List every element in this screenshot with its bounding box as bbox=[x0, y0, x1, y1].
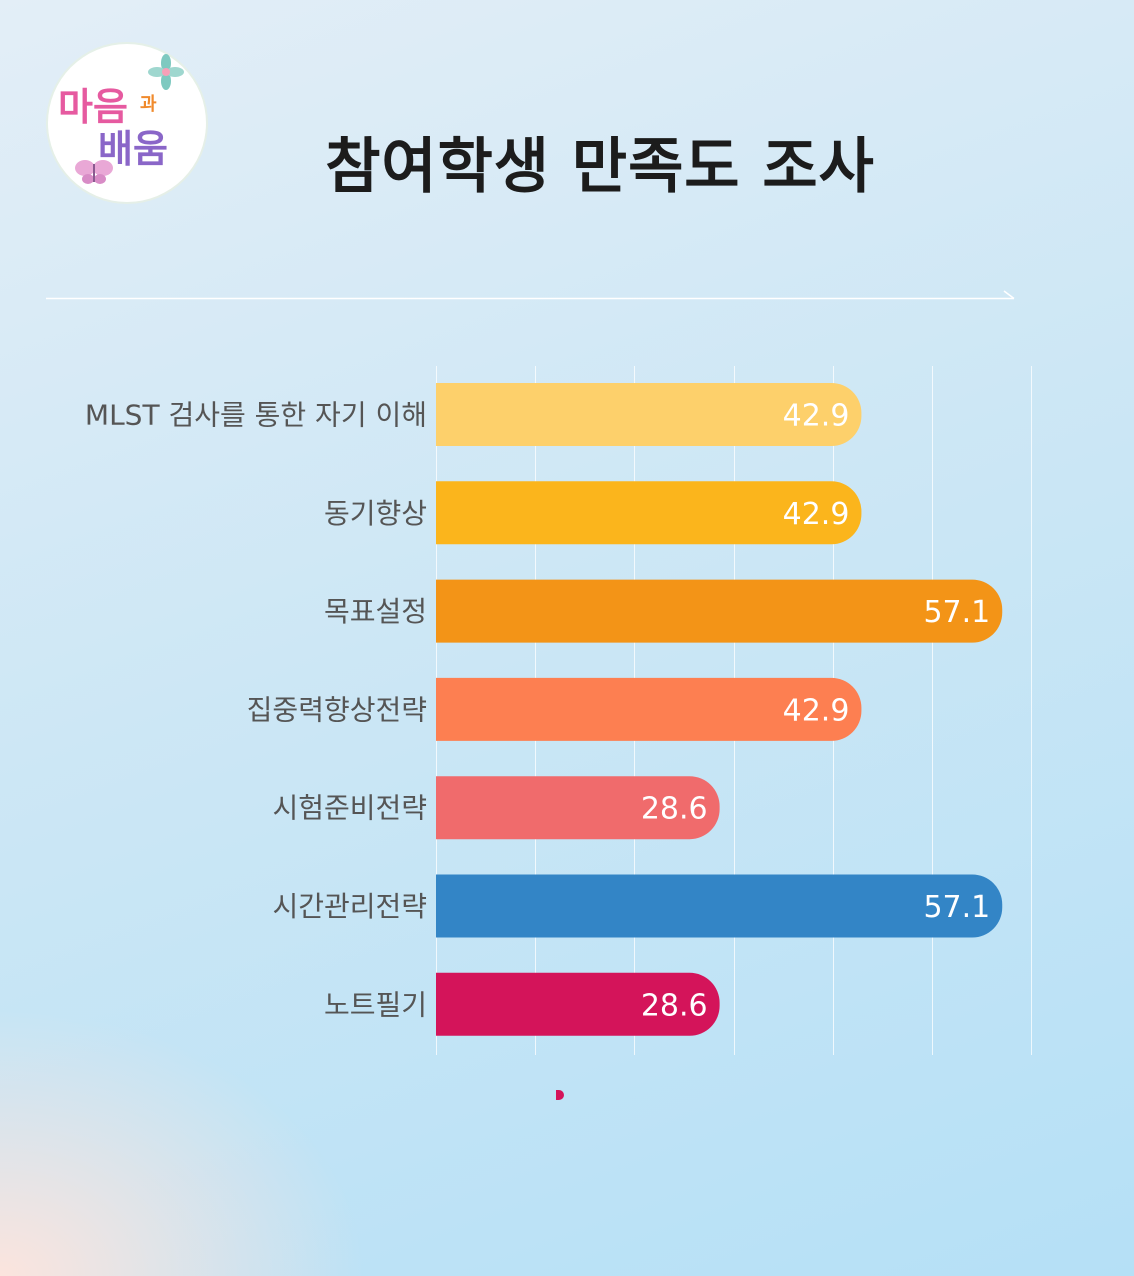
category-label: 시험준비전략 bbox=[272, 792, 427, 825]
category-label: 집중력향상전략 bbox=[247, 693, 427, 726]
page-title: 참여학생 만족도 조사 bbox=[325, 132, 875, 202]
chart-bars bbox=[436, 383, 1003, 1036]
legend-marker-icon bbox=[556, 1090, 564, 1100]
value-label: 57.1 bbox=[923, 595, 990, 630]
bar bbox=[436, 972, 720, 1036]
category-label: 목표설정 bbox=[324, 595, 427, 628]
logo-small: 과 bbox=[140, 94, 157, 115]
logo-line2: 배움 bbox=[98, 127, 168, 171]
value-label: 28.6 bbox=[641, 792, 708, 827]
divider-arrow bbox=[46, 290, 1015, 300]
logo-graphic: 마음 과 배움 bbox=[58, 54, 184, 184]
bar bbox=[436, 579, 1003, 643]
category-label: MLST 검사를 통한 자기 이해 bbox=[85, 399, 427, 432]
chart-category-labels: MLST 검사를 통한 자기 이해동기향상목표설정집중력향상전략시험준비전략시간… bbox=[85, 399, 427, 1022]
bar bbox=[436, 776, 720, 840]
value-label: 28.6 bbox=[641, 988, 708, 1023]
value-label: 42.9 bbox=[783, 693, 850, 728]
value-label: 57.1 bbox=[923, 890, 990, 925]
chart-value-labels: 42.9 42.9 57.1 42.9 28.6 57.1 28.6 bbox=[641, 399, 990, 1024]
bar bbox=[436, 874, 1003, 938]
logo: 마음 과 배움 bbox=[48, 44, 206, 202]
bar bbox=[436, 677, 862, 741]
value-label: 42.9 bbox=[783, 497, 850, 532]
flower-icon bbox=[148, 54, 184, 90]
category-label: 동기향상 bbox=[324, 497, 427, 530]
logo-line1: 마음 bbox=[58, 85, 128, 129]
bar bbox=[436, 383, 862, 446]
value-label: 42.9 bbox=[783, 399, 850, 434]
category-label: 노트필기 bbox=[324, 988, 427, 1021]
butterfly-icon bbox=[75, 160, 113, 184]
bar bbox=[436, 481, 862, 545]
category-label: 시간관리전략 bbox=[272, 890, 427, 923]
